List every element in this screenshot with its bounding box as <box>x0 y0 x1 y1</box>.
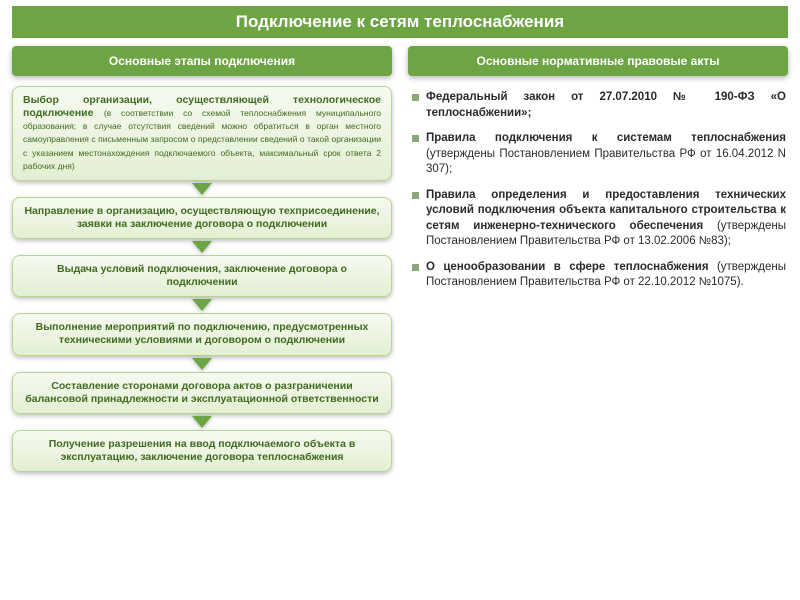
legal-item-1-bold: Федеральный закон от 27.07.2010 № 190-ФЗ… <box>426 91 786 119</box>
right-column: Основные нормативные правовые акты Федер… <box>408 46 788 592</box>
step-6: Получение разрешения на ввод подключаемо… <box>12 430 392 472</box>
step-4-text: Выполнение мероприятий по подключению, п… <box>36 321 369 346</box>
page-root: Подключение к сетям теплоснабжения Основ… <box>0 0 800 600</box>
legal-item-2-bold: Правила подключения к системам теплоснаб… <box>426 132 786 144</box>
legal-item-2: Правила подключения к системам теплоснаб… <box>412 131 786 178</box>
legal-item-4: О ценообразовании в сфере теплоснабжения… <box>412 260 786 291</box>
step-4: Выполнение мероприятий по подключению, п… <box>12 313 392 355</box>
step-2: Направление в организацию, осуществляющу… <box>12 197 392 239</box>
left-header: Основные этапы подключения <box>12 46 392 76</box>
legal-item-1: Федеральный закон от 27.07.2010 № 190-ФЗ… <box>412 90 786 121</box>
arrow-down-icon <box>192 358 212 370</box>
step-1: Выбор организации, осуществляющей технол… <box>12 86 392 181</box>
page-title: Подключение к сетям теплоснабжения <box>12 6 788 38</box>
right-header: Основные нормативные правовые акты <box>408 46 788 76</box>
legal-item-3: Правила определения и предоставления тех… <box>412 188 786 250</box>
left-column: Основные этапы подключения Выбор организ… <box>12 46 392 592</box>
step-5-text: Составление сторонами договора актов о р… <box>25 380 378 405</box>
legal-item-4-bold: О ценообразовании в сфере теплоснабжения <box>426 261 717 273</box>
step-6-text: Получение разрешения на ввод подключаемо… <box>49 438 356 463</box>
step-5: Составление сторонами договора актов о р… <box>12 372 392 414</box>
arrow-down-icon <box>192 183 212 195</box>
legal-item-2-plain: (утверждены Постановлением Правительства… <box>426 148 786 176</box>
legal-list: Федеральный закон от 27.07.2010 № 190-ФЗ… <box>408 86 788 301</box>
arrow-down-icon <box>192 299 212 311</box>
step-3: Выдача условий подключения, заключение д… <box>12 255 392 297</box>
columns: Основные этапы подключения Выбор организ… <box>12 46 788 592</box>
arrow-down-icon <box>192 416 212 428</box>
step-2-text: Направление в организацию, осуществляющу… <box>24 205 379 230</box>
flowchart: Выбор организации, осуществляющей технол… <box>12 86 392 472</box>
step-3-text: Выдача условий подключения, заключение д… <box>57 263 347 288</box>
arrow-down-icon <box>192 241 212 253</box>
